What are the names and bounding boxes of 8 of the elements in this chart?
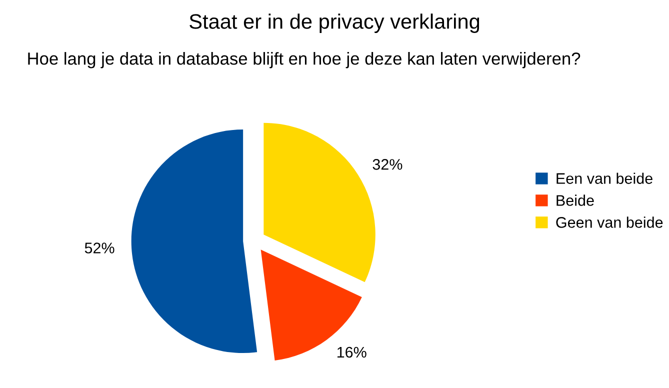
data-label: 16% <box>337 346 366 358</box>
legend-label: Geen van beide <box>556 216 663 228</box>
data-label: 52% <box>84 242 114 254</box>
chart-title: Staat er in de privacy verklaring <box>190 14 480 33</box>
legend-label: Beide <box>556 194 594 206</box>
chart-subtitle: Hoe lang je data in database blijft en hoe je deze kan laten verwijderen? <box>28 52 580 68</box>
legend-label: Een van beide <box>556 172 652 184</box>
data-label: 32% <box>372 159 402 170</box>
